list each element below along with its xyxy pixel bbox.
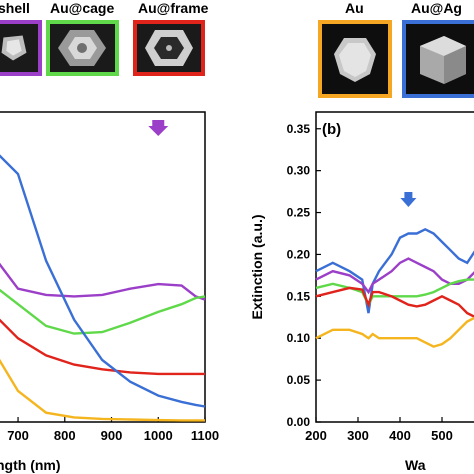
panel-a-series-red: [0, 318, 205, 376]
label-au: Au: [345, 0, 364, 16]
panel-b-xtick-label: 400: [389, 428, 411, 443]
panel-b-xtick-label: 200: [305, 428, 327, 443]
label-cage: Au@cage: [50, 0, 115, 16]
panel-b-series-purple: [315, 257, 474, 295]
panel-a-series-green: [0, 288, 206, 335]
panel-a-xtick-label: 1100: [191, 428, 219, 443]
thumb-au-ag: [402, 20, 474, 98]
panel-a-series-blue: [0, 154, 206, 408]
panel-b-ytick-label: 0.05: [287, 373, 311, 387]
panel-b-ytick-label: 0.25: [287, 206, 311, 220]
panel-a-frame: [0, 111, 206, 423]
panel-b-xtick-label: 300: [347, 428, 369, 443]
panel-a-arrow-icon: [148, 120, 169, 136]
panel-b-ytick-label: 0.10: [287, 331, 311, 345]
panel-a-series-purple: [0, 262, 206, 301]
panel-b-ylabel: Extinction (a.u.): [249, 215, 265, 320]
panel-b-label: (b): [322, 121, 341, 138]
panel-a-xtick-label: 1000: [144, 428, 173, 443]
panel-b-ytick-label: 0.15: [287, 289, 311, 303]
panel-b-arrow-icon: [400, 192, 417, 207]
au-sphere-icon: [322, 24, 388, 94]
nanoshell-icon: [0, 24, 38, 72]
thumb-nanoshell: [0, 20, 42, 76]
panel-b-series-yellow: [315, 316, 474, 348]
panel-a-xtick-label: 900: [101, 428, 123, 443]
panel-a-xtick-label: 700: [7, 428, 29, 443]
panel-b-series-blue: [315, 227, 474, 314]
panel-a-xtick-label: 800: [54, 428, 76, 443]
panel-b-xtick-label: 500: [431, 428, 453, 443]
nanocage-icon: [50, 24, 115, 72]
label-shell: shell: [0, 0, 30, 16]
panel-b-ytick-label: 0.00: [287, 415, 311, 429]
panel-b-series-red: [315, 286, 474, 318]
panel-b-ytick-label: 0.35: [287, 122, 311, 136]
panel-b-xlabel: Wa: [405, 457, 426, 473]
panel-b-ytick-label: 0.20: [287, 247, 311, 261]
label-frame: Au@frame: [138, 0, 209, 16]
thumb-nanocage: [46, 20, 119, 76]
panel-a-series-yellow: [0, 358, 205, 422]
thumb-au: [318, 20, 392, 98]
panel-a-xlabel: ngth (nm): [0, 457, 61, 473]
au-ag-cube-icon: [406, 24, 474, 94]
panel-b-ytick-label: 0.30: [287, 164, 311, 178]
thumb-nanoframe: [133, 20, 205, 76]
label-au-ag: Au@Ag: [411, 0, 462, 16]
nanoframe-icon: [137, 24, 201, 72]
